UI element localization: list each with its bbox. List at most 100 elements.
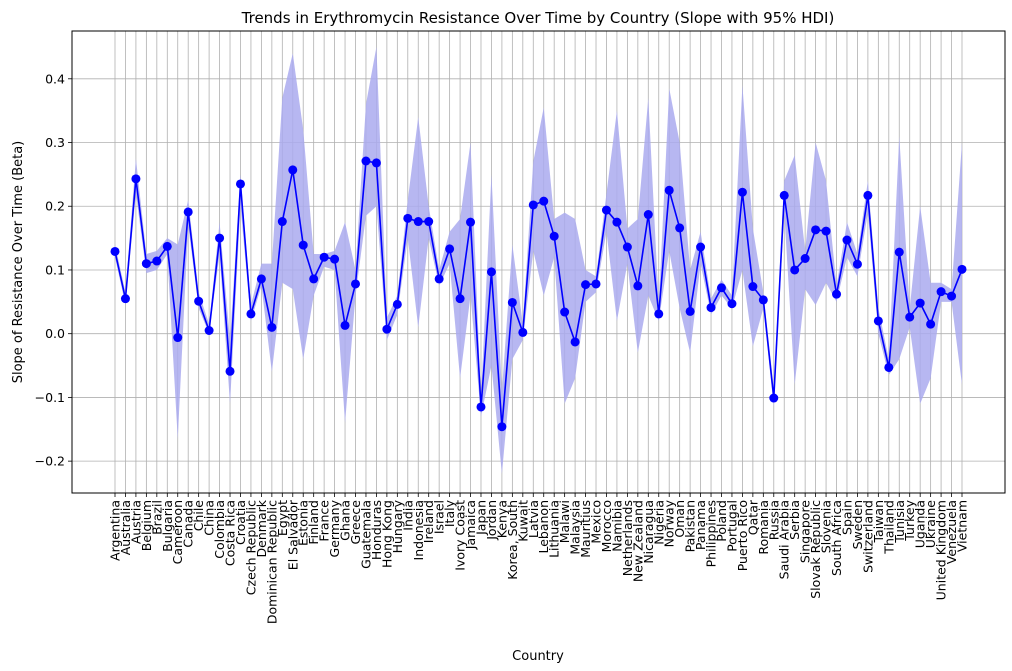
- data-point: [131, 174, 141, 184]
- x-tick-label: Germany: [327, 499, 342, 557]
- x-tick-label: Israel: [432, 500, 447, 534]
- x-tick-label: Bulgaria: [160, 500, 175, 552]
- data-point: [957, 264, 967, 274]
- x-tick-label: Serbia: [787, 500, 802, 540]
- x-tick-label: Turkey: [902, 499, 917, 541]
- data-point: [204, 326, 214, 336]
- data-point: [215, 233, 225, 243]
- x-tick-label: Venezuela: [944, 500, 959, 564]
- data-point: [225, 366, 235, 376]
- data-point: [570, 337, 580, 347]
- data-point: [392, 299, 402, 309]
- y-tick-label: −0.2: [35, 454, 65, 469]
- data-point: [612, 217, 622, 227]
- x-tick-label: Chile: [191, 500, 206, 532]
- data-point: [737, 187, 747, 197]
- x-tick-label: Colombia: [212, 500, 227, 559]
- x-tick-label: India: [400, 500, 415, 531]
- x-tick-label: Denmark: [254, 499, 269, 557]
- x-tick-label: Hong Kong: [379, 500, 394, 568]
- data-point: [779, 190, 789, 200]
- x-tick-label: Sweden: [850, 500, 865, 549]
- data-point: [800, 253, 810, 263]
- data-point: [528, 200, 538, 210]
- data-point: [183, 207, 193, 217]
- x-tick-label: Australia: [118, 500, 133, 555]
- data-point: [288, 165, 298, 175]
- y-axis-title: Slope of Resistance Over Time (Beta): [11, 141, 26, 384]
- x-tick-label: Canada: [181, 500, 196, 548]
- x-tick-label: Estonia: [296, 500, 311, 546]
- x-tick-label: Poland: [714, 500, 729, 542]
- data-point: [330, 254, 340, 264]
- x-tick-label: Lebanon: [536, 500, 551, 554]
- x-tick-label: Pakistan: [683, 500, 698, 552]
- data-point: [413, 217, 423, 227]
- x-tick-label: El Salvador: [285, 499, 300, 570]
- slope-series-line: [114, 160, 963, 428]
- x-tick-label: Mauritius: [578, 500, 593, 558]
- y-tick-label: −0.1: [35, 390, 65, 405]
- data-point: [162, 241, 172, 251]
- slope-line: [114, 160, 963, 428]
- data-point: [947, 291, 957, 301]
- data-point: [790, 265, 800, 275]
- x-tick-label: Philippines: [704, 500, 719, 567]
- data-point: [434, 274, 444, 284]
- x-tick-label: Mexico: [589, 500, 604, 544]
- y-tick-label: 0.3: [45, 135, 65, 150]
- x-tick-label: Egypt: [275, 500, 290, 536]
- data-point: [821, 226, 831, 236]
- data-point: [382, 324, 392, 334]
- x-tick-label: Saudi Arabia: [777, 500, 792, 579]
- data-point: [915, 298, 925, 308]
- x-tick-label: Namibia: [609, 500, 624, 552]
- data-point: [696, 242, 706, 252]
- data-point: [361, 156, 371, 166]
- x-tick-label: Latvia: [526, 500, 541, 538]
- data-point: [194, 296, 204, 306]
- data-point: [560, 307, 570, 317]
- x-tick-label: Honduras: [369, 500, 384, 560]
- x-tick-label: Dominican Republic: [264, 500, 279, 624]
- x-tick-label: China: [202, 500, 217, 536]
- data-point: [591, 279, 601, 289]
- data-point: [277, 217, 287, 227]
- x-tick-label: Argentina: [108, 500, 123, 561]
- x-tick-label: Uganda: [913, 500, 928, 548]
- y-tick-label: 0.4: [45, 71, 65, 86]
- x-tick-label: Belgium: [139, 500, 154, 551]
- data-point: [863, 190, 873, 200]
- data-point: [926, 319, 936, 329]
- data-point: [424, 217, 434, 227]
- data-point: [664, 185, 674, 195]
- data-point: [706, 303, 716, 313]
- x-tick-label: Switzerland: [860, 500, 875, 573]
- data-point: [716, 283, 726, 293]
- hdi-band-area: [115, 46, 962, 474]
- x-tick-label: New Zealand: [630, 500, 645, 582]
- x-tick-label: Finland: [306, 500, 321, 545]
- data-point: [936, 287, 946, 297]
- x-tick-label: Lithuania: [547, 500, 562, 558]
- x-tick-label: Nigeria: [651, 500, 666, 545]
- data-point: [539, 196, 549, 206]
- x-tick-label: Portugal: [724, 500, 739, 552]
- data-point: [466, 217, 476, 227]
- x-tick-label: Cameroon: [170, 500, 185, 564]
- data-point: [748, 282, 758, 292]
- data-point: [351, 279, 361, 289]
- data-point: [905, 312, 915, 322]
- x-tick-label: Puerto Rico: [735, 500, 750, 571]
- data-point: [141, 259, 151, 269]
- plot-frame: [71, 30, 1006, 494]
- y-tick-label: 0.0: [45, 326, 65, 341]
- x-tick-label: Malaysia: [568, 500, 583, 555]
- x-tick-label: Ivory Coast: [453, 500, 468, 571]
- x-tick-label: Russia: [766, 500, 781, 540]
- data-point: [622, 242, 632, 252]
- x-tick-label: Nicaragua: [641, 500, 656, 564]
- x-tick-label: Brazil: [149, 500, 164, 535]
- data-point: [873, 316, 883, 326]
- data-point: [832, 289, 842, 299]
